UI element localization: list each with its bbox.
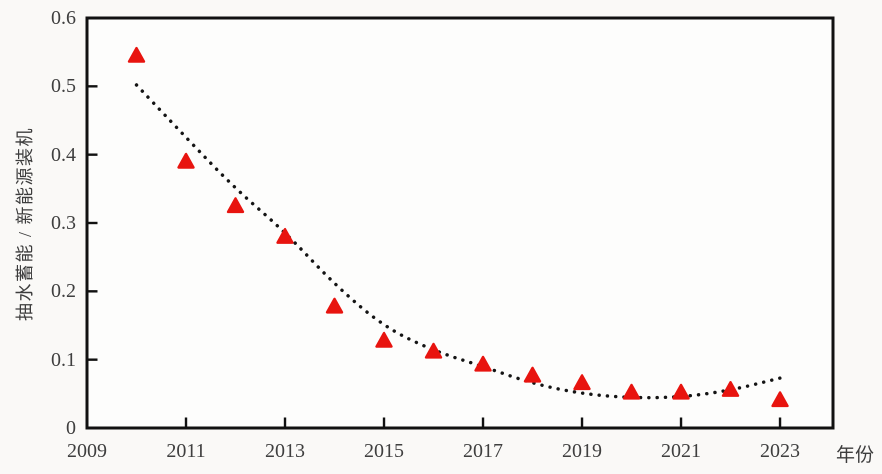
x-tick-label: 2011 [166,440,206,462]
x-tick-label: 2015 [364,440,404,462]
x-tick-label: 2013 [265,440,305,462]
x-tick-label: 2019 [562,440,603,462]
y-tick-label: 0.5 [51,75,76,98]
y-tick-label: 0.4 [51,143,76,166]
data-point-marker [573,374,591,391]
y-tick-label: 0.6 [51,7,76,29]
data-point-marker [276,227,294,244]
x-tick-label: 2023 [760,440,801,462]
x-tick-label: 2009 [67,440,107,462]
y-axis-tick-labels: 0 0.1 0.2 0.3 0.4 0.5 0.6 [26,0,76,474]
data-point-marker [622,383,641,400]
x-axis-title: 年份 [836,445,875,466]
data-point-marker [177,152,195,169]
plot-frame [85,16,835,430]
data-point-marker [771,391,789,408]
y-tick-label: 0 [66,417,76,439]
y-tick-label: 0.2 [51,280,76,303]
data-point-marker [424,342,443,359]
data-point-marker [721,381,740,397]
data-point-marker [375,331,393,348]
data-point-marker [226,197,245,214]
trendline-dotted-curve [134,83,782,400]
data-point-marker [474,355,492,372]
data-point-marker [523,366,542,383]
y-tick-label: 0.1 [51,348,76,371]
x-tick-label: 2021 [661,440,702,462]
data-point-marker [672,383,690,400]
x-tick-label: 2017 [463,440,504,462]
y-tick-label: 0.3 [51,212,76,234]
x-axis-tick-labels: 2009 2011 2013 2015 2017 2019 2021 2023 [0,439,882,469]
data-point-marker [325,297,344,314]
data-point-marker [127,46,146,63]
